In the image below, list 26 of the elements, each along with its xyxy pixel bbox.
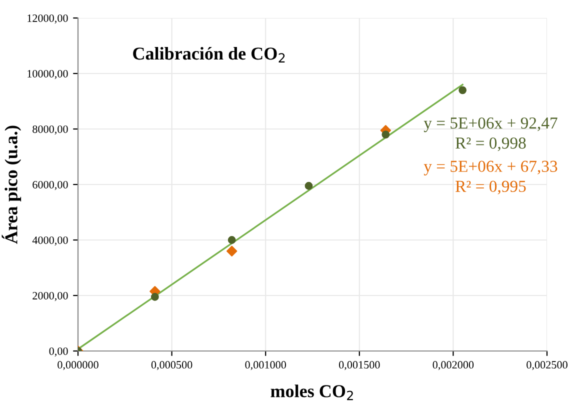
- y-axis-title: Área pico (u.a.): [2, 126, 22, 244]
- point: [228, 236, 236, 244]
- point: [150, 292, 159, 301]
- point: [458, 86, 467, 94]
- x-tick-label: 0,001500: [338, 361, 380, 370]
- y-tick-label: 10000,00: [28, 70, 68, 80]
- x-tick-label: 0,002000: [432, 361, 474, 370]
- x-tick-label: 0,002500: [526, 361, 568, 370]
- text: Calibración de CO$_{2}$: [133, 46, 285, 62]
- y-tick-label: 2000,00: [32, 292, 68, 302]
- y-tick-label: 4000,00: [32, 236, 68, 246]
- annotation: R² = 0,998: [456, 137, 526, 152]
- annotation: y = 5E+06x + 67,33: [424, 160, 558, 176]
- y-tick-label: 12000,00: [28, 14, 68, 24]
- y-tick-label: 0,00: [49, 347, 68, 357]
- point: [304, 182, 313, 190]
- x-tick-label: 0,000500: [151, 361, 192, 370]
- x-axis-title: moles CO$_{2}$: [270, 384, 353, 400]
- x-tick-label: 0,001000: [245, 361, 286, 370]
- point: [382, 130, 390, 138]
- y-tick-label: 8000,00: [32, 125, 68, 135]
- annotation: R² = 0,995: [456, 180, 526, 194]
- annotation: y = 5E+06x + 92,47: [424, 117, 558, 132]
- point: [226, 246, 238, 256]
- y-tick-label: 6000,00: [32, 180, 68, 190]
- x-tick-label: 0,000000: [58, 361, 98, 370]
